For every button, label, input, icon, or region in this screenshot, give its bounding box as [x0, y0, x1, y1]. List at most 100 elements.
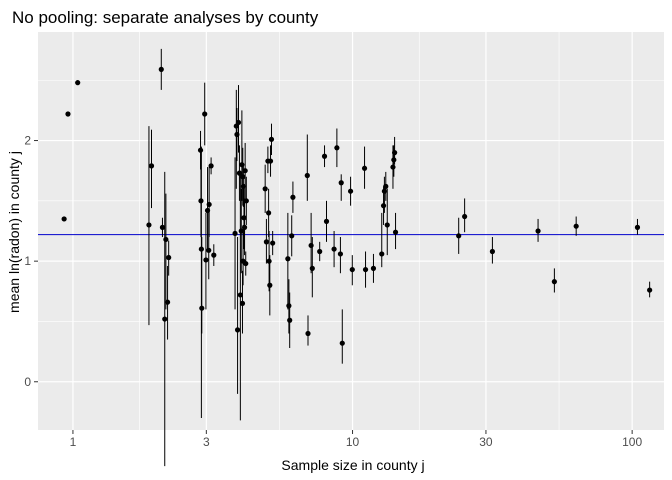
- data-point-60: [323, 218, 330, 224]
- data-point-21: [211, 252, 217, 258]
- data-point-80: [456, 233, 462, 239]
- data-point-67: [349, 266, 355, 273]
- data-point-78: [392, 150, 398, 156]
- data-point-57: [309, 265, 315, 271]
- data-point-6: [159, 224, 166, 230]
- data-point-39: [243, 198, 249, 204]
- data-point-14: [199, 305, 205, 311]
- data-point-31: [239, 300, 246, 306]
- data-point-83: [535, 228, 541, 234]
- data-point-70: [370, 265, 377, 271]
- data-point-37: [242, 168, 248, 174]
- chart-title: No pooling: separate analyses by county: [12, 8, 319, 27]
- data-point-59: [321, 153, 328, 159]
- data-point-46: [267, 158, 274, 164]
- data-point-41: [263, 239, 270, 245]
- plot-panel: [38, 32, 664, 430]
- data-point-48: [270, 240, 276, 246]
- data-point-10: [166, 254, 172, 261]
- data-point-68: [361, 165, 368, 171]
- data-point-7: [162, 316, 168, 322]
- data-point-8: [163, 236, 169, 243]
- data-point-24: [234, 131, 240, 138]
- data-point-58: [317, 248, 323, 255]
- data-point-17: [204, 207, 211, 214]
- x-axis-ticks: 1 3 10 30 100: [70, 430, 642, 449]
- data-point-3: [146, 222, 152, 228]
- data-point-85: [573, 223, 579, 229]
- data-point-75: [384, 222, 390, 228]
- data-point-81: [462, 213, 468, 220]
- data-point-74: [383, 183, 389, 189]
- data-point-12: [198, 198, 204, 204]
- data-point-11: [197, 147, 204, 153]
- x-tick-label-0: 1: [70, 435, 77, 449]
- y-axis-ticks: 0 1 2: [24, 134, 38, 389]
- data-point-36: [241, 224, 248, 230]
- data-point-56: [308, 242, 314, 249]
- data-point-18: [206, 247, 212, 253]
- data-point-79: [392, 229, 399, 235]
- data-point-34: [240, 183, 246, 189]
- x-tick-label-2: 10: [346, 435, 360, 449]
- y-tick-label-0: 0: [24, 375, 31, 389]
- data-point-2: [75, 80, 81, 86]
- major-gridlines: [38, 32, 664, 430]
- x-axis-title: Sample size in county j: [281, 457, 424, 473]
- data-point-69: [362, 266, 369, 273]
- data-point-22: [232, 230, 238, 237]
- data-point-28: [237, 292, 243, 298]
- data-point-63: [337, 251, 344, 257]
- data-point-72: [380, 203, 387, 209]
- data-point-27: [236, 170, 243, 176]
- data-point-47: [268, 136, 275, 142]
- data-point-51: [287, 317, 293, 323]
- data-point-77: [391, 157, 397, 163]
- y-tick-label-1: 1: [24, 254, 31, 268]
- data-point-20: [208, 163, 214, 169]
- data-point-76: [390, 164, 396, 170]
- data-point-84: [551, 279, 557, 285]
- data-point-13: [198, 246, 204, 252]
- data-point-87: [647, 287, 653, 293]
- data-point-54: [304, 172, 310, 179]
- data-point-32: [240, 174, 246, 180]
- data-point-49: [285, 256, 291, 262]
- data-point-53: [290, 194, 296, 200]
- data-point-43: [266, 210, 272, 216]
- data-point-64: [338, 180, 344, 186]
- data-point-1: [65, 111, 71, 117]
- data-point-52: [289, 233, 295, 239]
- data-point-62: [334, 145, 340, 151]
- x-tick-label-3: 30: [479, 435, 493, 449]
- data-point-50: [286, 303, 292, 309]
- x-tick-label-4: 100: [622, 435, 642, 449]
- data-point-65: [339, 340, 345, 346]
- data-point-15: [202, 111, 208, 117]
- data-point-25: [234, 327, 241, 333]
- data-point-5: [158, 66, 164, 72]
- data-point-71: [379, 251, 385, 257]
- data-point-55: [305, 330, 311, 337]
- data-point-45: [267, 282, 273, 288]
- data-point-26: [235, 119, 242, 126]
- data-point-61: [331, 246, 337, 252]
- data-point-40: [262, 186, 268, 192]
- data-point-66: [347, 188, 354, 194]
- county-points: [61, 66, 653, 346]
- data-point-29: [238, 228, 244, 234]
- data-point-86: [634, 224, 641, 230]
- data-point-73: [381, 188, 387, 194]
- data-point-9: [164, 299, 171, 305]
- data-point-44: [266, 258, 272, 264]
- data-point-19: [206, 201, 212, 208]
- data-point-16: [203, 257, 209, 263]
- data-point-82: [489, 248, 496, 255]
- data-point-0: [61, 216, 67, 222]
- data-point-4: [148, 163, 155, 169]
- x-tick-label-1: 3: [203, 435, 210, 449]
- data-point-35: [241, 215, 247, 221]
- y-tick-label-2: 2: [24, 134, 31, 148]
- y-axis-title: mean ln(radon) in county j: [6, 151, 22, 313]
